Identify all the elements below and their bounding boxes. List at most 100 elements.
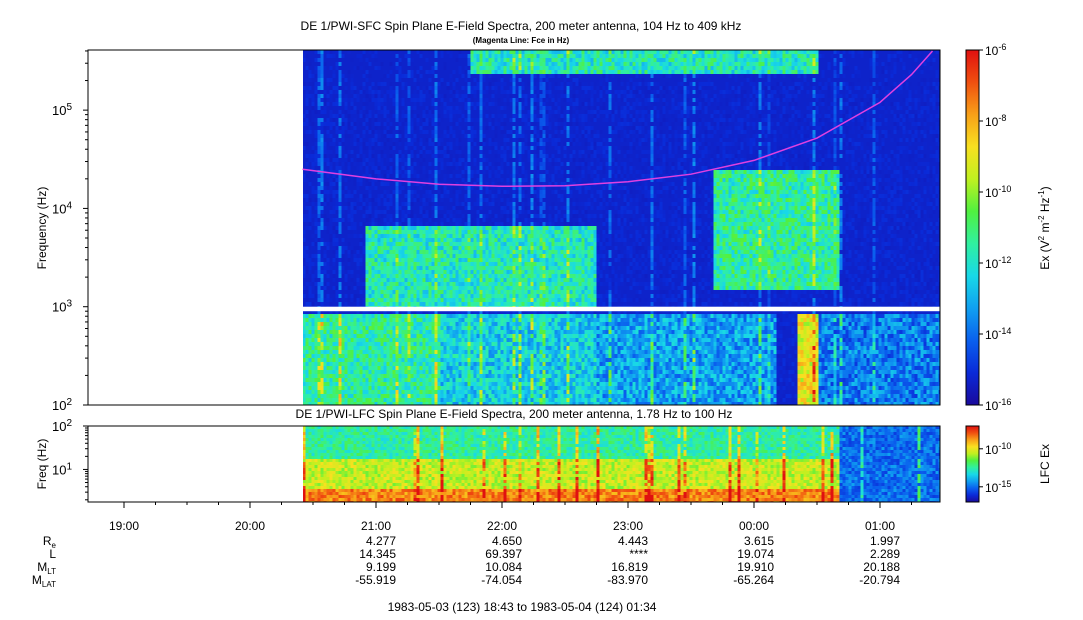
spectrogram-cell: [318, 290, 321, 294]
spectrogram-cell: [444, 246, 447, 250]
spectrogram-cell: [420, 354, 423, 358]
spectrogram-cell: [486, 286, 489, 290]
spectrogram-cell: [465, 70, 468, 74]
spectrogram-cell: [348, 350, 351, 354]
spectrogram-cell: [324, 266, 327, 270]
spectrogram-cell: [408, 362, 411, 366]
spectrogram-cell: [432, 118, 435, 122]
spectrogram-cell: [504, 266, 507, 270]
spectrogram-cell: [438, 122, 441, 126]
spectrogram-cell: [342, 366, 345, 370]
spectrogram-cell: [363, 342, 366, 346]
spectrogram-cell: [489, 74, 492, 78]
spectrogram-cell: [381, 142, 384, 146]
spectrogram-cell: [468, 86, 471, 90]
spectrogram-cell: [471, 138, 474, 142]
spectrogram-cell: [453, 302, 456, 306]
spectrogram-cell: [426, 150, 429, 154]
spectrogram-cell: [399, 238, 402, 242]
spectrogram-cell: [312, 394, 315, 398]
spectrogram-cell: [504, 158, 507, 162]
spectrogram-cell: [471, 146, 474, 150]
spectrogram-cell: [318, 350, 321, 354]
spectrogram-cell: [486, 298, 489, 302]
spectrogram-cell: [438, 318, 441, 322]
spectrogram-cell: [414, 330, 417, 334]
spectrogram-cell: [501, 354, 504, 358]
spectrogram-cell: [426, 262, 429, 266]
spectrogram-cell: [486, 154, 489, 158]
spectrogram-cell: [492, 234, 495, 238]
spectrogram-cell: [330, 326, 333, 330]
spectrogram-cell: [357, 138, 360, 142]
spectrogram-cell: [372, 202, 375, 206]
spectrogram-cell: [429, 298, 432, 302]
spectrogram-cell: [423, 274, 426, 278]
spectrogram-cell: [393, 90, 396, 94]
spectrogram-cell: [339, 202, 342, 206]
spectrogram-cell: [345, 350, 348, 354]
spectrogram-cell: [462, 142, 465, 146]
spectrogram-cell: [360, 338, 363, 342]
spectrogram-cell: [324, 202, 327, 206]
spectrogram-cell: [492, 390, 495, 394]
spectrogram-cell: [363, 250, 366, 254]
spectrogram-cell: [327, 398, 330, 402]
spectrogram-cell: [336, 218, 339, 222]
spectrogram-cell: [432, 262, 435, 266]
spectrogram-cell: [447, 378, 450, 382]
spectrogram-cell: [495, 50, 498, 54]
spectrogram-cell: [435, 250, 438, 254]
spectrogram-cell: [339, 270, 342, 274]
spectrogram-cell: [345, 130, 348, 134]
spectrogram-cell: [483, 390, 486, 394]
spectrogram-cell: [489, 110, 492, 114]
spectrogram-cell: [471, 398, 474, 402]
spectrogram-cell: [372, 94, 375, 98]
spectrogram-cell: [339, 342, 342, 346]
spectrogram-cell: [384, 334, 387, 338]
spectrogram-cell: [327, 262, 330, 266]
spectrogram-cell: [483, 274, 486, 278]
spectrogram-cell: [435, 230, 438, 234]
spectrogram-cell: [411, 198, 414, 202]
spectrogram-cell: [396, 298, 399, 302]
spectrogram-cell: [447, 118, 450, 122]
spectrogram-cell: [405, 170, 408, 174]
spectrogram-cell: [486, 66, 489, 70]
spectrogram-cell: [315, 298, 318, 302]
spectrogram-cell: [483, 302, 486, 306]
spectrogram-cell: [465, 382, 468, 386]
spectrogram-cell: [339, 74, 342, 78]
spectrogram-cell: [348, 394, 351, 398]
spectrogram-cell: [306, 222, 309, 226]
spectrogram-cell: [441, 330, 444, 334]
spectrogram-cell: [423, 186, 426, 190]
spectrogram-cell: [504, 286, 507, 290]
spectrogram-cell: [447, 370, 450, 374]
spectrogram-cell: [408, 234, 411, 238]
spectrogram-cell: [471, 102, 474, 106]
spectrogram-cell: [339, 158, 342, 162]
spectrogram-cell: [342, 218, 345, 222]
spectrogram-cell: [348, 154, 351, 158]
spectrogram-cell: [396, 370, 399, 374]
spectrogram-cell: [444, 370, 447, 374]
spectrogram-cell: [417, 186, 420, 190]
spectrogram-cell: [375, 58, 378, 62]
spectrogram-cell: [402, 346, 405, 350]
spectrogram-cell: [471, 82, 474, 86]
spectrogram-cell: [402, 158, 405, 162]
spectrogram-cell: [357, 98, 360, 102]
spectrogram-cell: [477, 62, 480, 66]
spectrogram-cell: [498, 158, 501, 162]
spectrogram-cell: [393, 346, 396, 350]
spectrogram-cell: [423, 262, 426, 266]
spectrogram-cell: [306, 118, 309, 122]
spectrogram-cell: [345, 86, 348, 90]
spectrogram-cell: [450, 186, 453, 190]
spectrogram-cell: [369, 118, 372, 122]
spectrogram-cell: [378, 346, 381, 350]
spectrogram-cell: [369, 98, 372, 102]
spectrogram-cell: [510, 66, 513, 70]
